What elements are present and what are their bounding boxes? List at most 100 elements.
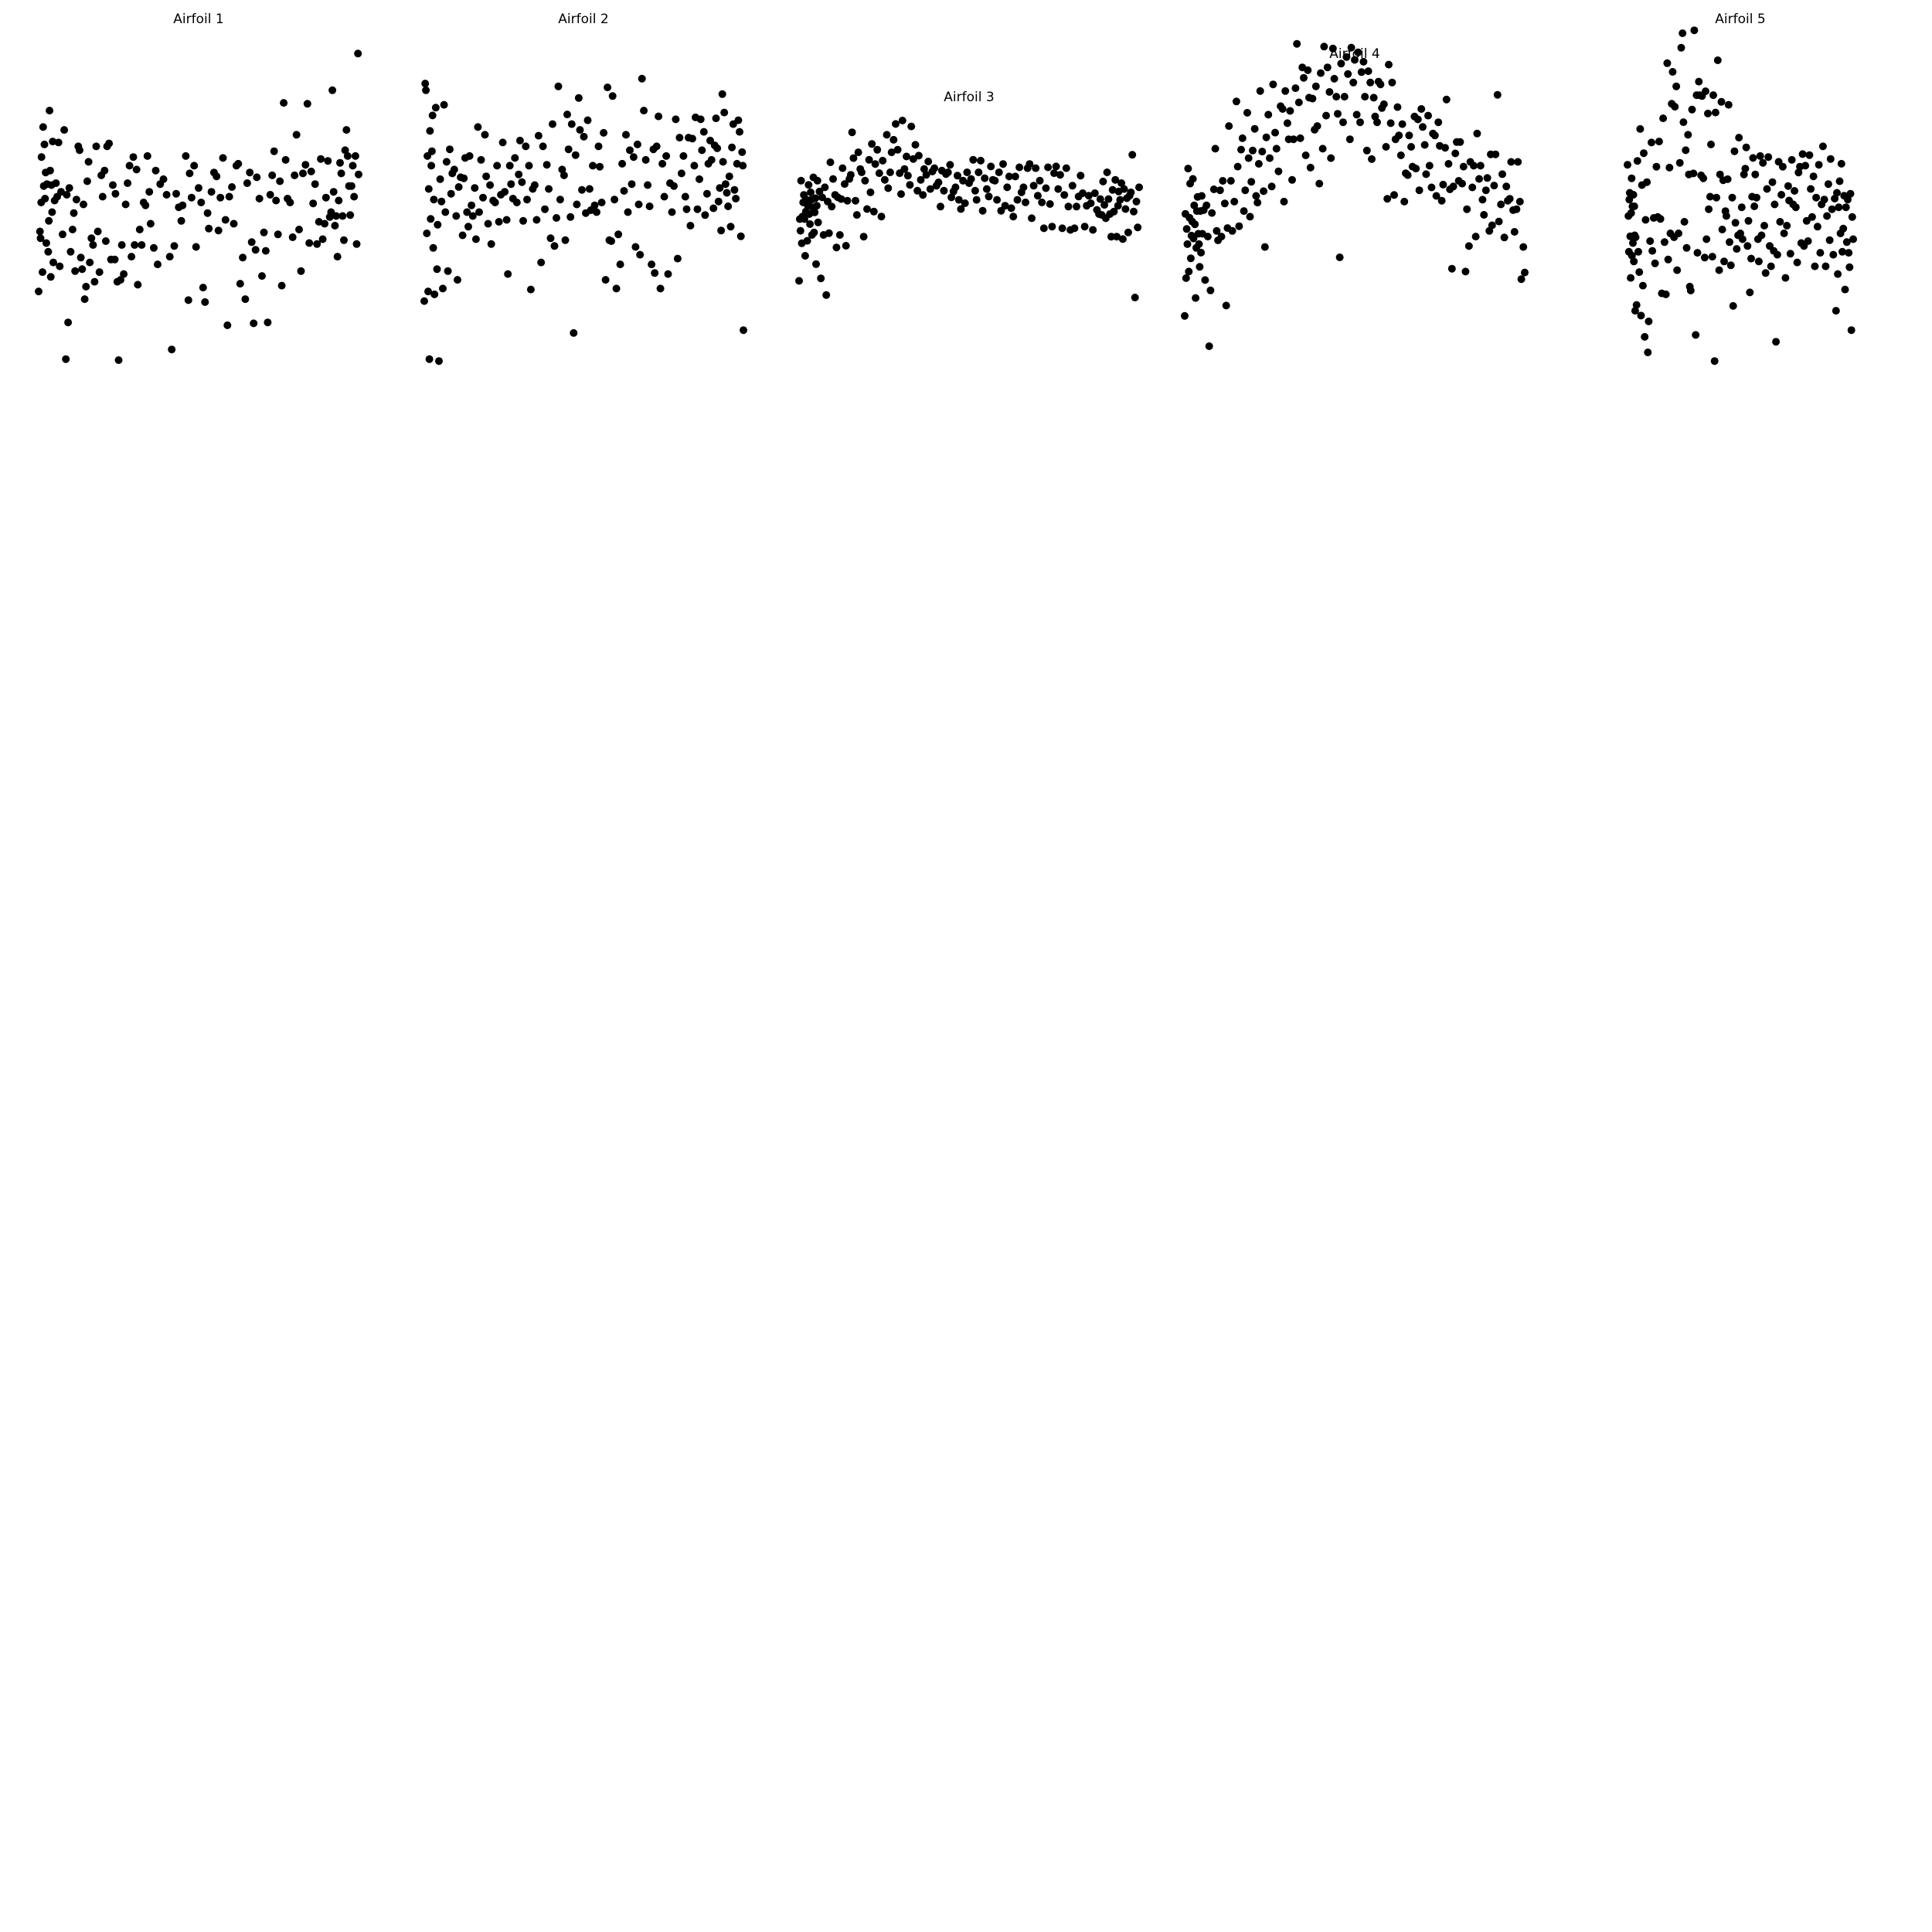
scatter-point: [526, 285, 535, 294]
scatter-point: [644, 181, 652, 189]
scatter-point: [951, 183, 960, 192]
scatter-point: [1202, 201, 1211, 209]
scatter-point: [333, 253, 342, 261]
scatter-point: [1624, 161, 1631, 169]
scatter-point: [863, 205, 871, 213]
scatter-point: [1114, 202, 1122, 210]
scatter-point: [1217, 233, 1226, 241]
scatter-point: [1213, 226, 1221, 235]
scatter-point: [1733, 245, 1741, 253]
scatter-point: [1717, 97, 1726, 106]
scatter-point: [1780, 230, 1788, 237]
scatter-point: [567, 120, 576, 128]
scatter-point: [1424, 111, 1432, 120]
scatter-point: [1726, 238, 1733, 247]
scatter-point: [246, 168, 254, 177]
scatter-point: [1689, 169, 1698, 178]
scatter-point: [498, 138, 507, 147]
scatter-point: [336, 158, 344, 167]
scatter-point: [963, 168, 971, 176]
scatter-point: [36, 227, 44, 236]
scatter-point: [811, 194, 820, 202]
scatter-point: [128, 253, 136, 261]
scatter-point: [80, 200, 87, 209]
scatter-point: [730, 185, 739, 194]
scatter-point: [484, 219, 492, 228]
scatter-point: [1181, 311, 1189, 320]
scatter-point: [670, 182, 678, 190]
scatter-point: [1311, 82, 1320, 90]
scatter-point: [1185, 267, 1193, 276]
scatter-point: [1269, 80, 1277, 89]
scatter-point: [1802, 216, 1811, 225]
scatter-point: [1432, 192, 1440, 200]
scatter-point: [493, 162, 502, 170]
scatter-point: [1784, 182, 1792, 190]
scatter-point: [1390, 191, 1398, 199]
scatter-point: [1060, 191, 1069, 199]
scatter-point: [818, 193, 826, 202]
scatter-point: [1222, 301, 1230, 310]
scatter-point: [995, 168, 1003, 176]
scatter-point: [1258, 148, 1267, 156]
scatter-point: [1334, 110, 1342, 118]
scatter-point: [1848, 213, 1856, 221]
scatter-point: [219, 154, 227, 162]
scatter-point: [486, 181, 495, 189]
scatter-point: [482, 172, 491, 181]
scatter-point: [810, 228, 818, 236]
scatter-point: [717, 226, 726, 235]
scatter-point: [71, 267, 80, 275]
scatter-point: [930, 164, 939, 172]
scatter-point: [543, 161, 551, 169]
scatter-point: [971, 186, 979, 195]
scatter-point: [1026, 160, 1034, 168]
scatter-point: [1403, 171, 1412, 179]
scatter-point: [1628, 251, 1636, 260]
subplot-title-airfoil-5: Airfoil 5: [1715, 12, 1765, 27]
scatter-point: [1356, 118, 1364, 127]
scatter-point: [162, 191, 171, 199]
scatter-point: [959, 176, 968, 185]
scatter-point: [1786, 250, 1794, 258]
scatter-point: [1699, 174, 1708, 182]
scatter-point: [474, 123, 482, 131]
scatter-point: [44, 247, 53, 256]
scatter-point: [940, 186, 948, 195]
scatter-point: [732, 195, 740, 202]
scatter-point: [721, 180, 730, 189]
scatter-point: [431, 104, 440, 112]
scatter-point: [573, 200, 581, 209]
scatter-point: [1515, 197, 1524, 206]
scatter-point: [560, 171, 568, 179]
scatter-point: [852, 211, 861, 219]
scatter-point: [1713, 56, 1722, 64]
scatter-point: [1274, 167, 1283, 175]
scatter-point: [1829, 250, 1838, 259]
scatter-point: [1054, 185, 1063, 193]
scatter-point: [1281, 87, 1290, 95]
scatter-point: [812, 260, 820, 268]
scatter-point: [1842, 238, 1851, 247]
scatter-point: [1757, 231, 1766, 240]
scatter-point: [618, 159, 627, 168]
scatter-point: [797, 176, 805, 185]
scatter-point: [87, 234, 96, 243]
scatter-point: [1208, 209, 1216, 217]
scatter-point: [1728, 193, 1736, 202]
scatter-point: [926, 185, 934, 193]
scatter-point: [1382, 143, 1390, 151]
scatter-point: [1396, 151, 1405, 159]
scatter-point: [479, 193, 487, 202]
scatter-point: [1730, 147, 1739, 155]
scatter-point: [255, 195, 264, 202]
scatter-point: [893, 145, 902, 154]
scatter-point: [1815, 161, 1823, 169]
scatter-point: [62, 355, 70, 363]
scatter-point: [1197, 248, 1206, 257]
scatter-point: [1192, 294, 1200, 302]
scatter-point: [714, 197, 723, 206]
scatter-point: [332, 212, 340, 220]
scatter-point: [1644, 349, 1652, 356]
scatter-point: [875, 169, 883, 178]
